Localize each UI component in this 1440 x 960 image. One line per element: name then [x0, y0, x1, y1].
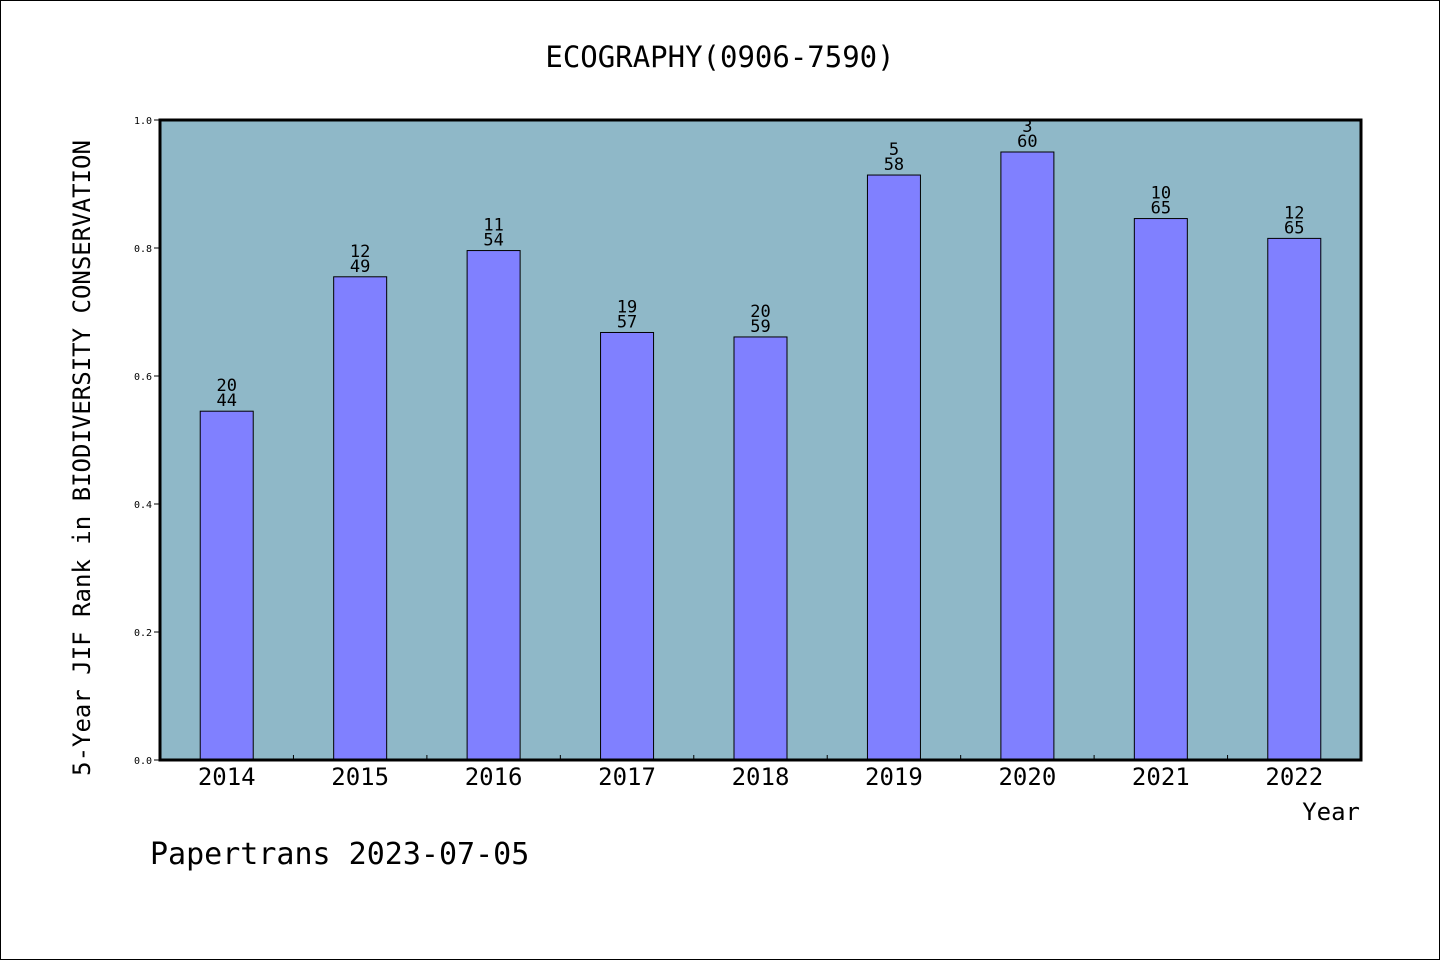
- bar-total-label: 57: [617, 312, 637, 332]
- y-tick-label: 0.8: [134, 244, 152, 255]
- x-tick-label: 2017: [598, 763, 656, 791]
- x-axis-label: Year: [1302, 798, 1360, 826]
- y-tick-label: 0.2: [134, 628, 152, 639]
- bar-rank-label: 12: [1284, 203, 1304, 223]
- bar-total-label: 49: [350, 257, 370, 277]
- x-tick-label: 2021: [1132, 763, 1190, 791]
- bar-rank-label: 3: [1022, 117, 1032, 137]
- y-tick-label: 0.4: [134, 500, 152, 511]
- bar-2022: [1267, 237, 1322, 761]
- bar-rank-label: 12: [350, 242, 370, 262]
- bar-total-label: 44: [216, 391, 236, 411]
- x-tick-label: 2014: [198, 763, 256, 791]
- bar-total-label: 65: [1151, 199, 1171, 219]
- bar-rank-label: 11: [483, 216, 503, 236]
- bar-total-label: 60: [1017, 132, 1037, 152]
- bar-2017: [600, 331, 655, 761]
- bar-total-label: 65: [1284, 218, 1304, 238]
- bar-rank-label: 20: [216, 376, 236, 396]
- x-tick-label: 2022: [1265, 763, 1323, 791]
- bar-2015: [333, 276, 388, 761]
- bar-rank-label: 19: [617, 297, 637, 317]
- y-tick-label: 0.6: [134, 372, 152, 383]
- x-tick-label: 2015: [331, 763, 389, 791]
- chart-title: ECOGRAPHY(0906-7590): [545, 40, 894, 74]
- bar-total-label: 54: [483, 231, 503, 251]
- y-tick-label: 1.0: [134, 116, 152, 127]
- x-tick-label: 2019: [865, 763, 923, 791]
- y-axis: 0.0 0.2 0.4 0.6 0.8 1.0: [134, 116, 160, 767]
- bars-group: [199, 151, 1322, 761]
- bar-2014: [199, 410, 254, 761]
- bar-2016: [466, 250, 521, 761]
- bar-2020: [1000, 151, 1055, 761]
- bar-total-label: 59: [750, 317, 770, 337]
- bar-rank-label: 20: [750, 302, 770, 322]
- x-tick-label: 2018: [732, 763, 790, 791]
- x-tick-label: 2016: [465, 763, 523, 791]
- footer-credit: Papertrans 2023-07-05: [150, 837, 529, 872]
- bar-rank-label: 10: [1151, 184, 1171, 204]
- bar-2019: [866, 174, 921, 761]
- x-tick-label: 2020: [998, 763, 1056, 791]
- bar-2018: [733, 336, 788, 761]
- bar-rank-label: 5: [889, 140, 899, 160]
- y-tick-label: 0.0: [134, 756, 152, 767]
- bar-total-label: 58: [884, 155, 904, 175]
- plot-border: [158, 118, 1363, 762]
- x-axis: 2014 2015 2016 2017 2018 2019 2020 2021 2022: [198, 755, 1323, 791]
- bar-2021: [1133, 218, 1188, 761]
- y-axis-label: 5-Year JIF Rank in BIODIVERSITY CONSERVA…: [68, 140, 96, 776]
